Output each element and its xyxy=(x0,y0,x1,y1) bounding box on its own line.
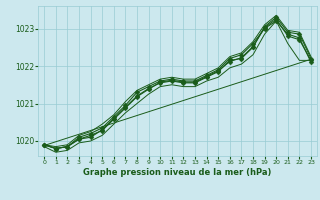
X-axis label: Graphe pression niveau de la mer (hPa): Graphe pression niveau de la mer (hPa) xyxy=(84,168,272,177)
